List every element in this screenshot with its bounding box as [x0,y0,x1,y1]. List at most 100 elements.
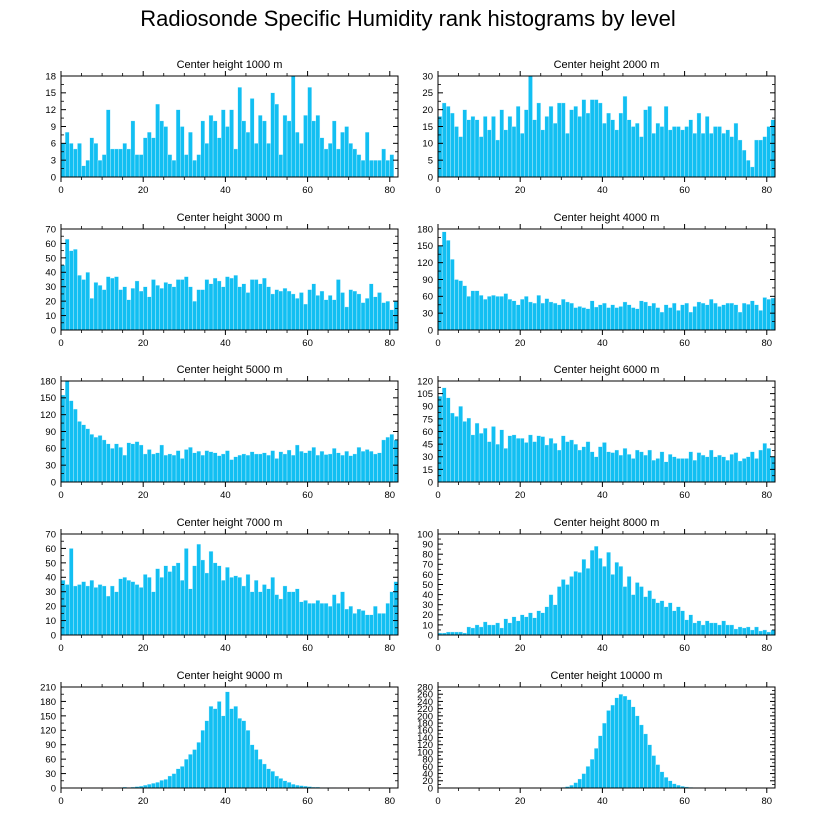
histogram-bar [77,584,82,636]
histogram-bar [635,449,640,483]
histogram-bar [729,302,735,331]
histogram-bar [192,565,197,636]
histogram-bar [381,613,386,636]
histogram-bar [101,439,107,483]
y-tick-label: 280 [417,682,433,693]
x-tick-label: 20 [138,185,149,196]
y-tick-label: 120 [40,726,56,737]
histogram-bar [340,454,345,483]
y-tick-label: 120 [417,376,433,387]
y-tick-label: 30 [45,461,56,472]
histogram-bar [499,429,504,483]
histogram-bar [692,459,698,483]
histogram-bar [540,436,546,483]
y-tick-label: 150 [417,241,433,252]
histogram-bar [204,720,210,789]
histogram-bar [221,109,226,178]
histogram-bar [487,624,492,636]
histogram-bar [278,778,284,789]
histogram-bar [266,588,271,636]
histogram-bar [618,306,624,331]
histogram-bar [184,548,189,636]
panel-2: Center height 2000 m 0 20 40 60 80 0 5 10 15 20 25 3… [422,59,776,196]
histogram-bar [643,109,648,178]
histogram-bar [225,691,230,789]
histogram-bar [643,596,648,636]
histogram-bar [73,148,78,178]
histogram-bar [373,453,378,483]
histogram-bar [639,724,644,789]
histogram-bar [81,424,86,483]
histogram-bar [196,742,201,789]
histogram-bar [389,309,395,331]
histogram-bar [585,308,591,331]
histogram-bar [249,98,255,178]
histogram-bar [655,307,661,331]
histogram-bar [741,149,747,178]
histogram-bar [692,133,698,178]
histogram-bar [122,577,127,636]
histogram-bar [163,454,169,483]
histogram-bar [81,165,86,178]
histogram-bar [171,159,177,178]
histogram-bar [303,303,308,331]
histogram-bar [155,568,160,636]
histogram-bar [360,450,366,483]
x-tick-label: 20 [515,338,526,349]
histogram-bar [606,710,611,789]
histogram-bar [81,279,86,331]
histogram-bar [667,780,673,789]
histogram-bar [639,136,644,178]
histogram-bar [729,624,735,636]
histogram-bar [630,594,636,636]
histogram-bar [369,450,374,483]
histogram-bar [725,129,730,178]
histogram-bar [750,629,755,636]
panel-3: Center height 3000 m 0 20 40 60 80 0 10 20 30 40 50… [45,212,399,349]
histogram-bar [647,449,652,483]
histogram-bar [151,591,156,636]
histogram-bar [610,304,615,331]
histogram-bar [729,136,735,178]
histogram-bar [557,449,562,483]
histogram-bar [167,453,173,483]
histogram-bar [241,720,247,789]
histogram-bar [126,442,132,483]
y-tick-label: 0 [428,477,433,488]
histogram-bar [348,605,353,636]
histogram-bar [114,443,119,483]
y-tick-label: 60 [45,755,56,766]
x-tick-label: 0 [435,338,440,349]
y-tick-label: 60 [45,444,56,455]
y-tick-label: 50 [45,253,56,264]
histogram-bar [315,295,321,331]
panel-title: Center height 4000 m [554,212,660,224]
histogram-bar [332,448,337,483]
histogram-bar [237,87,243,178]
histogram-bar [659,600,665,636]
histogram-bar [614,562,620,636]
histogram-bar [151,453,156,483]
histogram-bar [229,459,234,483]
y-tick-label: 150 [40,393,56,404]
histogram-bar [307,289,312,331]
histogram-bar [73,249,78,331]
histogram-bar [680,304,685,331]
y-tick-label: 120 [417,258,433,269]
histogram-bar [520,133,525,178]
panel-title: Center height 7000 m [177,517,283,529]
histogram-bar [589,99,595,178]
histogram-bar [565,441,570,483]
histogram-bar [544,606,550,636]
histogram-bar [754,626,759,636]
y-tick-label: 18 [45,71,56,82]
histogram-bar [663,606,669,636]
histogram-bar [147,783,152,789]
histogram-bar [573,307,578,331]
histogram-bar [762,629,767,636]
x-tick-label: 40 [597,490,608,501]
histogram-bar [184,758,189,789]
histogram-bar [85,159,90,178]
histogram-bar [741,302,747,331]
histogram-bar [462,421,467,483]
